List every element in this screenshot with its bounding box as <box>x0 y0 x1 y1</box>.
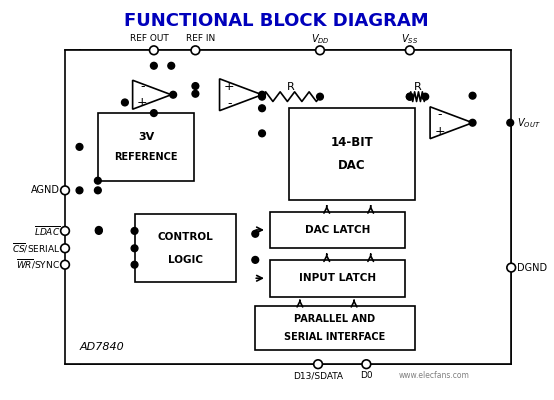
Bar <box>98 113 194 181</box>
Circle shape <box>422 93 429 100</box>
Circle shape <box>131 245 138 252</box>
Circle shape <box>259 130 265 137</box>
Circle shape <box>507 263 516 272</box>
Polygon shape <box>430 107 473 139</box>
Text: D0: D0 <box>360 371 373 380</box>
Circle shape <box>259 93 265 100</box>
Text: $V_{DD}$: $V_{DD}$ <box>311 32 330 46</box>
Circle shape <box>469 92 476 99</box>
Text: -: - <box>438 108 442 120</box>
Circle shape <box>469 119 476 126</box>
Circle shape <box>192 90 199 97</box>
Circle shape <box>406 46 414 55</box>
Circle shape <box>121 99 129 106</box>
Circle shape <box>61 260 69 269</box>
Circle shape <box>61 226 69 235</box>
Text: AD7840: AD7840 <box>80 342 124 352</box>
Text: D13/SDATA: D13/SDATA <box>293 371 343 380</box>
Circle shape <box>131 228 138 234</box>
Text: LOGIC: LOGIC <box>168 255 203 265</box>
Text: DGND: DGND <box>517 263 547 273</box>
Bar <box>255 306 414 350</box>
Circle shape <box>314 360 322 368</box>
Text: 14-BIT: 14-BIT <box>331 136 373 149</box>
Circle shape <box>76 144 83 150</box>
Text: SERIAL INTERFACE: SERIAL INTERFACE <box>284 332 386 342</box>
Text: REF OUT: REF OUT <box>130 34 168 43</box>
Circle shape <box>407 93 413 100</box>
Bar <box>289 108 414 200</box>
Circle shape <box>252 256 259 263</box>
Circle shape <box>151 110 157 116</box>
Text: DAC: DAC <box>338 159 366 172</box>
Circle shape <box>170 91 177 98</box>
Text: 3V: 3V <box>138 132 154 142</box>
Circle shape <box>76 187 83 194</box>
Text: +: + <box>224 80 234 92</box>
Text: CONTROL: CONTROL <box>157 232 213 242</box>
Circle shape <box>191 46 200 55</box>
Circle shape <box>252 230 259 237</box>
Text: FUNCTIONAL BLOCK DIAGRAM: FUNCTIONAL BLOCK DIAGRAM <box>124 12 429 30</box>
Text: www.elecfans.com: www.elecfans.com <box>398 371 469 380</box>
Circle shape <box>95 226 102 233</box>
Text: REF IN: REF IN <box>186 34 215 43</box>
Text: $\overline{LDAC}$: $\overline{LDAC}$ <box>34 224 60 238</box>
Circle shape <box>168 62 175 69</box>
Text: DAC LATCH: DAC LATCH <box>305 225 370 235</box>
Bar <box>65 50 511 364</box>
Circle shape <box>131 261 138 268</box>
Circle shape <box>407 93 413 100</box>
Circle shape <box>61 244 69 253</box>
Text: +: + <box>434 125 445 138</box>
Text: R: R <box>414 82 422 92</box>
Circle shape <box>259 91 265 98</box>
Polygon shape <box>219 79 262 111</box>
Text: $V_{SS}$: $V_{SS}$ <box>401 32 418 46</box>
Text: $\overline{CS}$/SERIAL: $\overline{CS}$/SERIAL <box>12 242 60 255</box>
Bar <box>270 212 405 248</box>
Text: -: - <box>140 80 145 94</box>
Circle shape <box>150 46 158 55</box>
Circle shape <box>151 62 157 69</box>
Text: -: - <box>227 97 232 110</box>
Circle shape <box>316 93 324 100</box>
Circle shape <box>507 119 514 126</box>
Circle shape <box>95 228 102 234</box>
Text: INPUT LATCH: INPUT LATCH <box>299 273 376 283</box>
Text: $V_{OUT}$: $V_{OUT}$ <box>517 116 541 130</box>
Text: PARALLEL AND: PARALLEL AND <box>294 314 376 324</box>
Bar <box>135 214 236 282</box>
Circle shape <box>95 177 101 184</box>
Bar <box>270 260 405 296</box>
Circle shape <box>61 186 69 195</box>
Circle shape <box>259 105 265 112</box>
Circle shape <box>192 83 199 90</box>
Text: R: R <box>287 82 295 92</box>
Text: +: + <box>137 96 147 109</box>
Text: $\overline{WR}$/SYNC: $\overline{WR}$/SYNC <box>16 258 60 271</box>
Text: REFERENCE: REFERENCE <box>114 152 178 162</box>
Circle shape <box>362 360 371 368</box>
Circle shape <box>316 46 324 55</box>
Text: AGND: AGND <box>31 185 60 195</box>
Polygon shape <box>132 80 171 109</box>
Circle shape <box>95 187 101 194</box>
